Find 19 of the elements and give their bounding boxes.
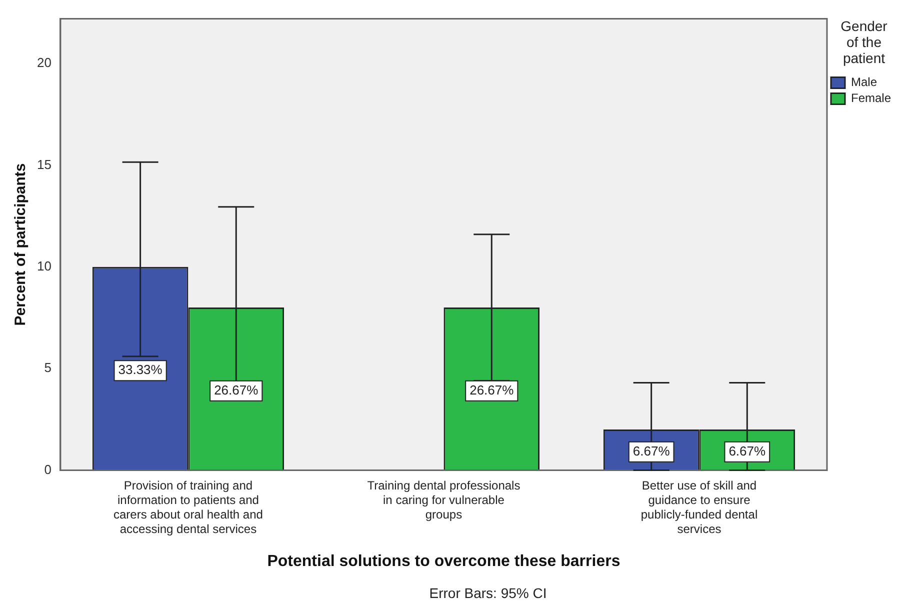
annotation: 26.67% xyxy=(470,382,514,398)
text: Error Bars: 95% CI xyxy=(429,584,547,601)
legend-label: Male xyxy=(850,75,878,90)
annotation: 26.67% xyxy=(214,382,259,398)
y-tick-label: 0 xyxy=(44,462,52,477)
legend-title: Gender of the patient xyxy=(840,18,888,66)
annotation: 6.67% xyxy=(728,443,766,458)
y-tick-label: 15 xyxy=(36,156,52,172)
x-tick-label: Training dental professionals in caring for vulnerable groups xyxy=(367,478,520,522)
x-tick-label: Provision of training and information to patients and carers about oral health and accessing dental services xyxy=(113,478,263,536)
y-tick-label: 10 xyxy=(36,258,52,274)
y-tick-label: 20 xyxy=(36,55,52,70)
x-axis-title: Potential solutions to overcome these barriers xyxy=(267,552,620,570)
y-tick-label: 5 xyxy=(44,360,52,376)
legend-label: Female xyxy=(850,91,892,106)
x-tick-label: Better use of skill and guidance to ensure publicly-funded dental services xyxy=(640,478,758,536)
annotation: 6.67% xyxy=(632,443,670,458)
annotation: 33.33% xyxy=(118,362,163,378)
y-axis-title: Percent of participants xyxy=(12,163,30,326)
